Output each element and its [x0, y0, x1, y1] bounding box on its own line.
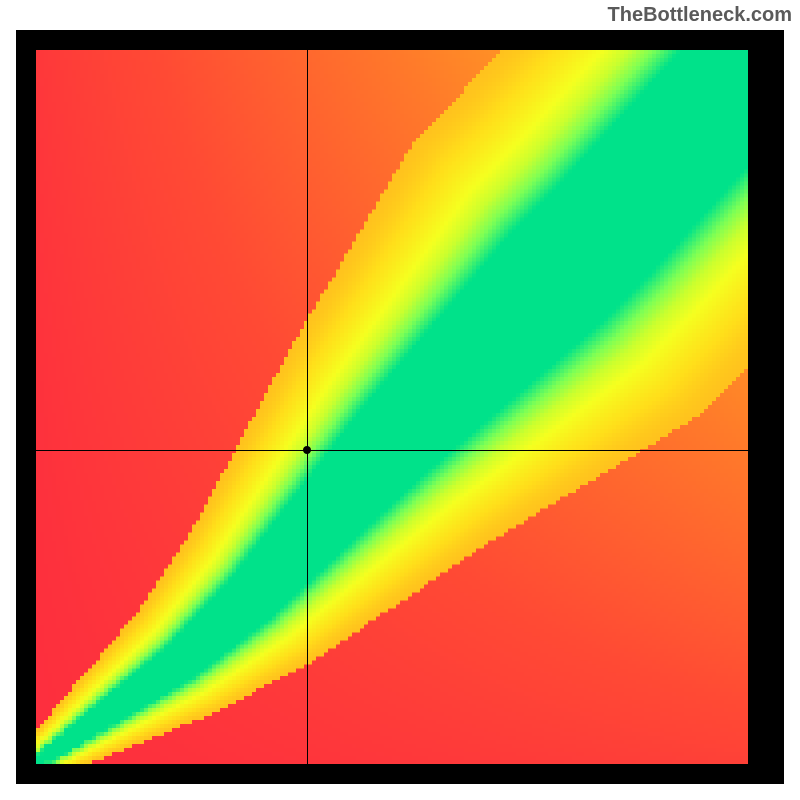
heatmap-region: [36, 50, 748, 764]
chart-outer-frame: [16, 30, 784, 784]
crosshair-marker: [303, 446, 311, 454]
watermark-text: TheBottleneck.com: [608, 4, 792, 27]
crosshair-horizontal: [36, 450, 748, 451]
page-container: TheBottleneck.com: [0, 0, 800, 800]
crosshair-vertical: [307, 50, 308, 764]
heatmap-canvas: [36, 50, 748, 764]
